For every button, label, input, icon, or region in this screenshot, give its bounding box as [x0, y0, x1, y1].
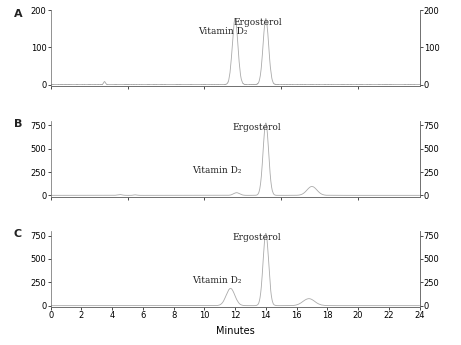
Text: Ergosterol: Ergosterol — [232, 233, 281, 242]
Text: A: A — [14, 9, 23, 19]
Text: Vitamin D₂: Vitamin D₂ — [192, 166, 242, 175]
Text: Vitamin D₂: Vitamin D₂ — [198, 27, 248, 36]
Text: Ergosterol: Ergosterol — [234, 18, 283, 27]
Text: Ergosterol: Ergosterol — [232, 123, 281, 132]
X-axis label: Minutes: Minutes — [216, 326, 254, 336]
Text: B: B — [14, 119, 22, 129]
Text: Vitamin D₂: Vitamin D₂ — [192, 276, 242, 285]
Text: C: C — [14, 229, 22, 239]
